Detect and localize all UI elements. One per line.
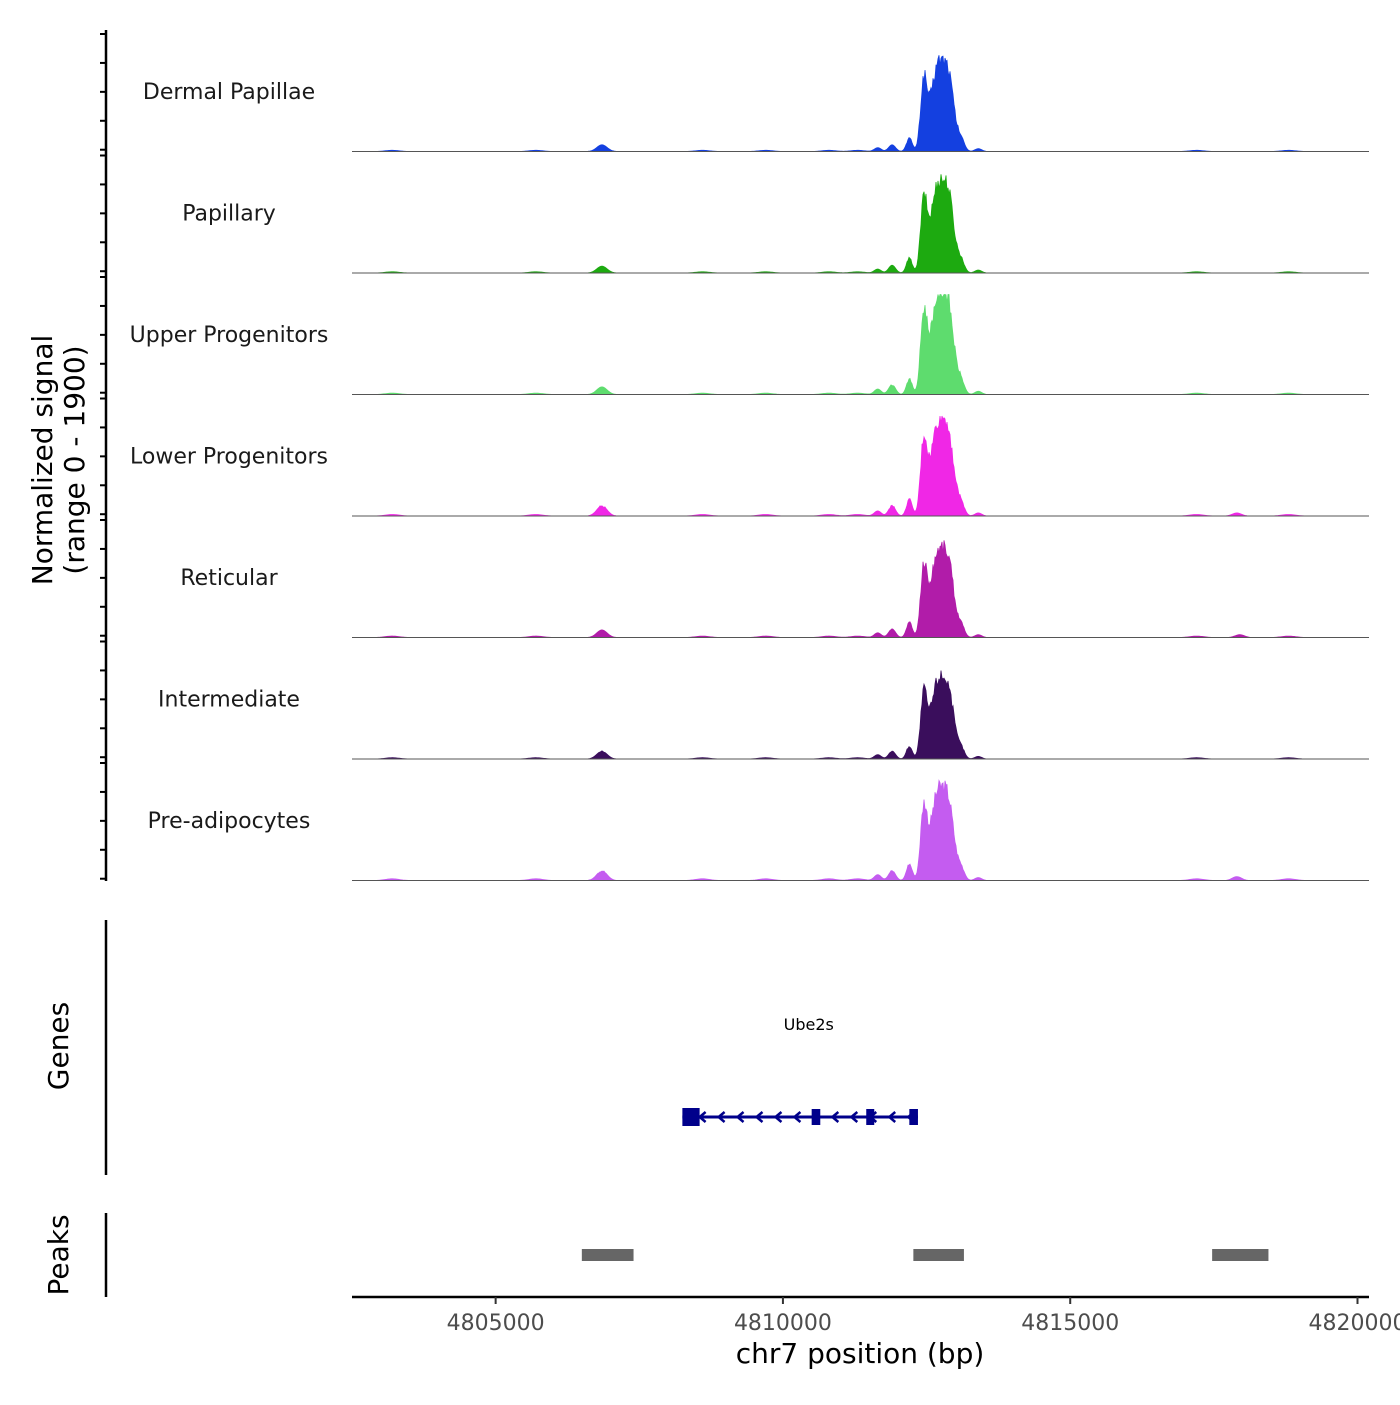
coverage-tracks: Dermal Papillae Papillary Upper Progenitor… <box>130 55 1369 881</box>
x-axis-title: chr7 position (bp) <box>736 1337 985 1370</box>
x-tick-label: 4805000 <box>447 1311 545 1336</box>
track-pre-adipocytes: Pre-adipocytes <box>148 779 1369 881</box>
strand-arrow <box>792 1111 802 1123</box>
track-label: Upper Progenitors <box>130 323 329 348</box>
gene-exon <box>811 1109 821 1125</box>
x-tick-label: 4810000 <box>734 1311 832 1336</box>
x-axis: 4805000 4810000 4815000 4820000 <box>352 1295 1400 1336</box>
strand-arrow <box>716 1111 726 1123</box>
strand-arrow <box>830 1111 840 1123</box>
strand-arrow <box>773 1111 783 1123</box>
peak-region <box>581 1249 634 1261</box>
track-lower-progenitors: Lower Progenitors <box>130 415 1369 517</box>
strand-arrow <box>887 1111 897 1123</box>
coverage-area <box>352 415 1369 517</box>
gene-exon <box>866 1109 875 1125</box>
track-intermediate: Intermediate <box>158 670 1369 760</box>
x-axis-ticks: 4805000 4810000 4815000 4820000 <box>447 1297 1400 1336</box>
coverage-area <box>352 294 1369 395</box>
track-papillary: Papillary <box>182 174 1369 274</box>
gene-exon <box>682 1108 700 1126</box>
y-axis-title-line1: Normalized signal <box>26 335 59 586</box>
x-tick-label: 4815000 <box>1021 1311 1119 1336</box>
gene-exon <box>909 1109 918 1125</box>
gene-name-label: Ube2s <box>784 1015 834 1034</box>
peak-track <box>581 1249 1269 1261</box>
coverage-area <box>352 779 1369 881</box>
track-reticular: Reticular <box>180 540 1369 638</box>
track-dermal-papillae: Dermal Papillae <box>143 55 1369 152</box>
peak-region <box>913 1249 964 1261</box>
coverage-area <box>352 174 1369 274</box>
peak-region <box>1212 1249 1269 1261</box>
strand-arrow <box>735 1111 745 1123</box>
peaks-axis-title: Peaks <box>42 1214 75 1295</box>
track-label: Pre-adipocytes <box>148 809 311 834</box>
track-label: Papillary <box>182 201 276 226</box>
strand-arrow <box>849 1111 859 1123</box>
strand-arrow <box>754 1111 764 1123</box>
gene-track: Ube2s <box>682 1015 918 1126</box>
track-label: Intermediate <box>158 687 300 712</box>
x-tick-label: 4820000 <box>1309 1311 1400 1336</box>
track-label: Dermal Papillae <box>143 80 315 105</box>
y-axis-title-line2: (range 0 - 1900) <box>58 345 91 574</box>
left-axes <box>100 30 108 1297</box>
track-label: Reticular <box>180 566 278 591</box>
genes-axis-title: Genes <box>42 1002 75 1090</box>
coverage-area <box>352 670 1369 760</box>
coverage-area <box>352 55 1369 152</box>
coverage-area <box>352 540 1369 638</box>
track-upper-progenitors: Upper Progenitors <box>130 294 1369 395</box>
track-label: Lower Progenitors <box>130 444 328 469</box>
